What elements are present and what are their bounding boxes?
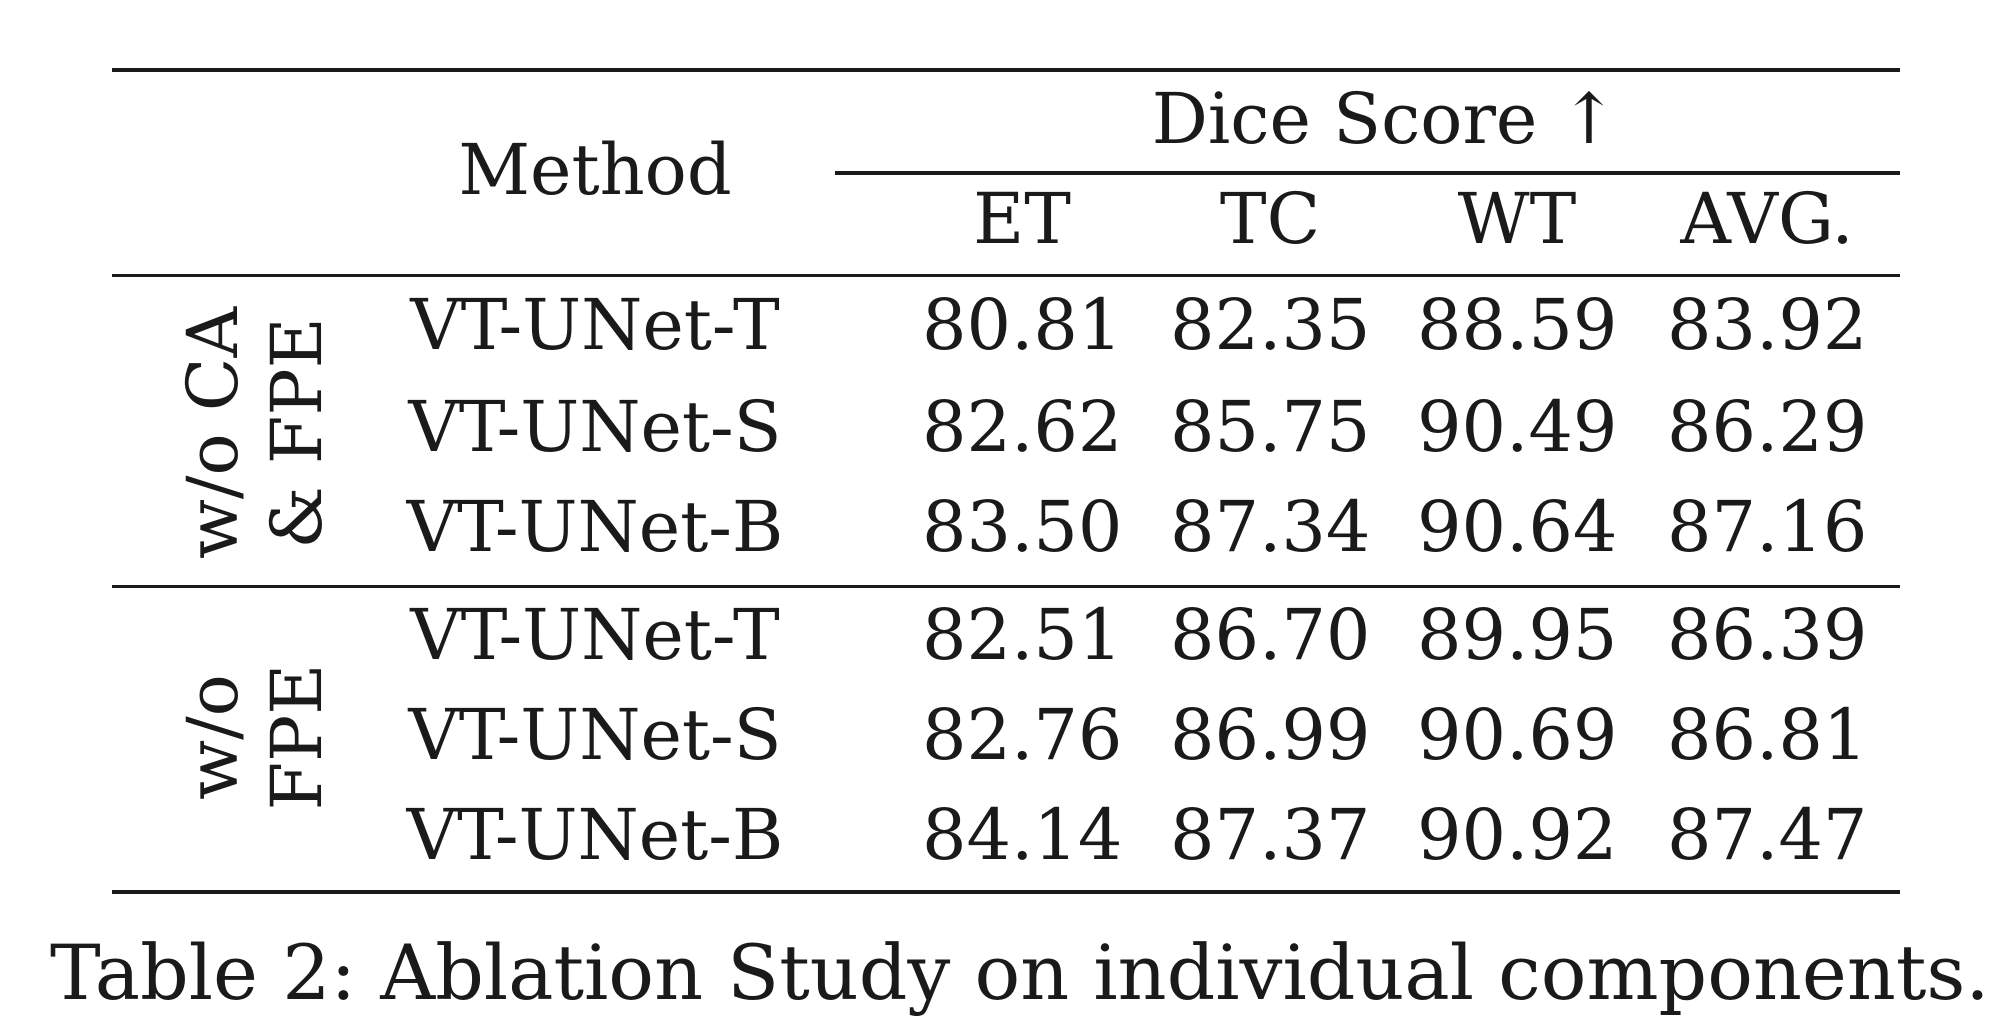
value-cell-wt: 90.69 bbox=[1417, 694, 1618, 776]
value-cell-avg: 86.81 bbox=[1667, 694, 1868, 776]
value-cell-tc: 87.37 bbox=[1170, 794, 1371, 876]
method-cell: VT-UNet-B bbox=[406, 794, 784, 876]
method-header: Method bbox=[458, 129, 732, 211]
group-label-line: FPE bbox=[256, 663, 338, 811]
value-cell-et: 83.50 bbox=[922, 486, 1123, 568]
group-divider-rule bbox=[112, 585, 1900, 588]
value-cell-tc: 86.99 bbox=[1170, 694, 1371, 776]
column-header-avg: AVG. bbox=[1680, 178, 1854, 260]
value-cell-avg: 86.39 bbox=[1667, 594, 1868, 676]
column-header-wt: WT bbox=[1457, 178, 1577, 260]
value-cell-wt: 90.92 bbox=[1417, 794, 1618, 876]
value-cell-avg: 86.29 bbox=[1667, 386, 1868, 468]
value-cell-et: 84.14 bbox=[922, 794, 1123, 876]
value-cell-wt: 90.64 bbox=[1417, 486, 1618, 568]
header-bottom-rule bbox=[112, 274, 1900, 277]
value-cell-et: 82.76 bbox=[922, 694, 1123, 776]
bottom-rule bbox=[112, 890, 1900, 894]
value-cell-et: 80.81 bbox=[922, 284, 1123, 366]
column-header-tc: TC bbox=[1219, 178, 1321, 260]
group-label-line: w/o bbox=[172, 674, 254, 800]
method-cell: VT-UNet-B bbox=[406, 486, 784, 568]
value-cell-tc: 82.35 bbox=[1170, 284, 1371, 366]
top-rule bbox=[112, 68, 1900, 72]
value-cell-wt: 90.49 bbox=[1417, 386, 1618, 468]
value-cell-tc: 85.75 bbox=[1170, 386, 1371, 468]
value-cell-avg: 87.16 bbox=[1667, 486, 1868, 568]
group-label-line: w/o CA bbox=[172, 306, 254, 560]
method-cell: VT-UNet-T bbox=[410, 594, 780, 676]
group-label-without-fpe: w/o FPE bbox=[172, 663, 338, 811]
value-cell-avg: 83.92 bbox=[1667, 284, 1868, 366]
column-header-et: ET bbox=[973, 178, 1071, 260]
metric-group-rule bbox=[835, 171, 1900, 175]
value-cell-tc: 86.70 bbox=[1170, 594, 1371, 676]
table-caption: Table 2: Ablation Study on individual co… bbox=[50, 928, 1990, 1017]
value-cell-wt: 89.95 bbox=[1417, 594, 1618, 676]
value-cell-tc: 87.34 bbox=[1170, 486, 1371, 568]
group-label-line: & FPE bbox=[256, 317, 338, 549]
value-cell-et: 82.62 bbox=[922, 386, 1123, 468]
value-cell-wt: 88.59 bbox=[1417, 284, 1618, 366]
group-label-without-ca-fpe: w/o CA & FPE bbox=[172, 306, 338, 560]
method-cell: VT-UNet-S bbox=[408, 386, 782, 468]
method-cell: VT-UNet-T bbox=[410, 284, 780, 366]
value-cell-et: 82.51 bbox=[922, 594, 1123, 676]
value-cell-avg: 87.47 bbox=[1667, 794, 1868, 876]
dice-score-header: Dice Score ↑ bbox=[1151, 78, 1619, 160]
method-cell: VT-UNet-S bbox=[408, 694, 782, 776]
